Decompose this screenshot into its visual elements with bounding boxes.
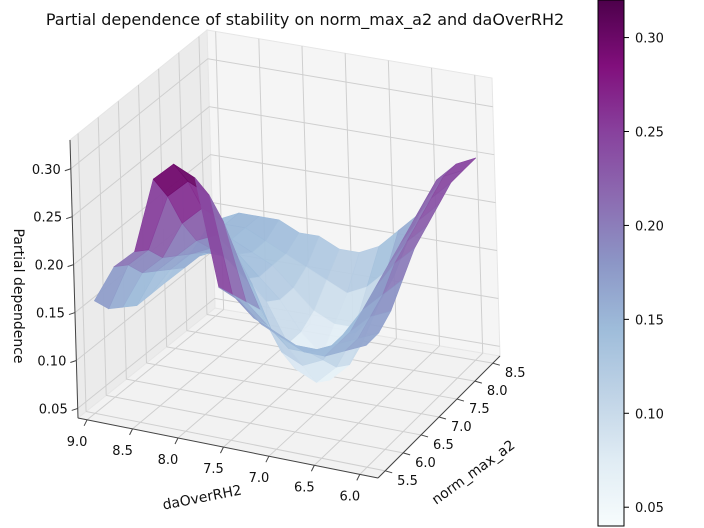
x-tick-label: 7.5: [203, 462, 224, 477]
x-tick-label: 8.5: [112, 444, 133, 459]
z-axis-line: [69, 139, 79, 419]
grid-line-x-back: [474, 75, 484, 354]
x-axis-line: [77, 417, 379, 479]
y-tick-label: 6.0: [415, 456, 436, 471]
grid-line-z: [77, 297, 500, 409]
colorbar: 0.05 0.10 0.15 0.20 0.25 0.30: [597, 0, 664, 527]
colorbar-tick-label: 0.25: [635, 126, 664, 141]
grid-line-y-side: [97, 117, 107, 396]
z-tick-mark: [70, 360, 77, 363]
y-tick-mark: [474, 380, 483, 384]
x-tick-label: 7.0: [249, 471, 270, 486]
y-tick-label: 7.5: [469, 402, 490, 417]
grid-line-z: [71, 106, 495, 218]
grid-line-z: [73, 154, 496, 266]
grid-line-y: [85, 411, 386, 472]
y-tick-mark: [420, 434, 429, 438]
grid-lines: [70, 31, 500, 475]
y-tick-label: 7.0: [451, 420, 472, 435]
colorbar-tick-label: 0.05: [635, 501, 664, 516]
y-tick-label: 5.5: [397, 474, 418, 489]
z-tick-label: 0.05: [39, 402, 68, 417]
x-tick-label: 6.5: [294, 480, 315, 495]
x-tick-mark: [220, 446, 224, 454]
y-tick-label: 8.0: [487, 384, 508, 399]
y-tick-mark: [385, 470, 393, 474]
grid-line-z: [70, 58, 493, 170]
grid-line-y-side: [198, 36, 208, 315]
grid-line-y-side: [77, 133, 87, 412]
z-tick-mark: [71, 407, 78, 411]
z-tick-label: 0.20: [35, 259, 64, 274]
z-tick-label: 0.10: [37, 354, 66, 369]
z-tick-mark: [64, 168, 71, 172]
grid-line-y: [146, 362, 440, 418]
grid-line-y: [126, 378, 422, 436]
colorbar-tick-label: 0.10: [635, 407, 664, 422]
x-tick-mark: [310, 465, 315, 472]
colorbar-ticks: 0.05 0.10 0.15 0.20 0.25 0.30: [624, 32, 664, 516]
grid-line-y: [106, 394, 404, 454]
colorbar-tick-label: 0.20: [635, 219, 664, 234]
y-tick-mark: [438, 416, 447, 420]
x-tick-label: 9.0: [67, 435, 88, 450]
colorbar-tick-label: 0.15: [635, 313, 664, 328]
z-tick-mark: [67, 264, 74, 268]
x-tick-mark: [174, 437, 179, 445]
z-tick-label: 0.15: [36, 307, 65, 322]
x-axis-label: daOverRH2: [161, 483, 243, 514]
y-tick-label: 8.5: [505, 366, 526, 381]
x-tick-label: 6.0: [339, 489, 360, 504]
z-tick-label: 0.30: [32, 163, 61, 178]
chart-title: Partial dependence of stability on norm_…: [45, 10, 565, 29]
y-tick-mark: [492, 362, 500, 366]
y-tick-mark: [402, 452, 411, 456]
z-tick-label: 0.25: [33, 211, 62, 226]
x-tick-mark: [356, 474, 361, 481]
grid-line-y-side: [117, 101, 127, 380]
x-tick-mark: [265, 455, 270, 463]
x-tick-mark: [129, 428, 133, 436]
z-tick-mark: [68, 312, 76, 316]
tick-labels: 9.0 8.5 8.0 7.5 7.0 6.5 6.0 5.5 6.0 6.5 7.0 7.5 8.0 8…: [32, 163, 526, 505]
z-tick-mark: [66, 216, 73, 220]
x-tick-label: 8.0: [158, 453, 179, 468]
surface-patch: [344, 332, 380, 352]
x-tick-mark: [83, 419, 88, 427]
colorbar-gradient: [597, 0, 625, 527]
z-axis-label: Partial dependence: [10, 228, 26, 363]
y-tick-mark: [456, 398, 465, 402]
colorbar-tick-label: 0.30: [635, 32, 664, 47]
surface-mesh: [93, 157, 477, 383]
y-tick-label: 6.5: [433, 438, 454, 453]
